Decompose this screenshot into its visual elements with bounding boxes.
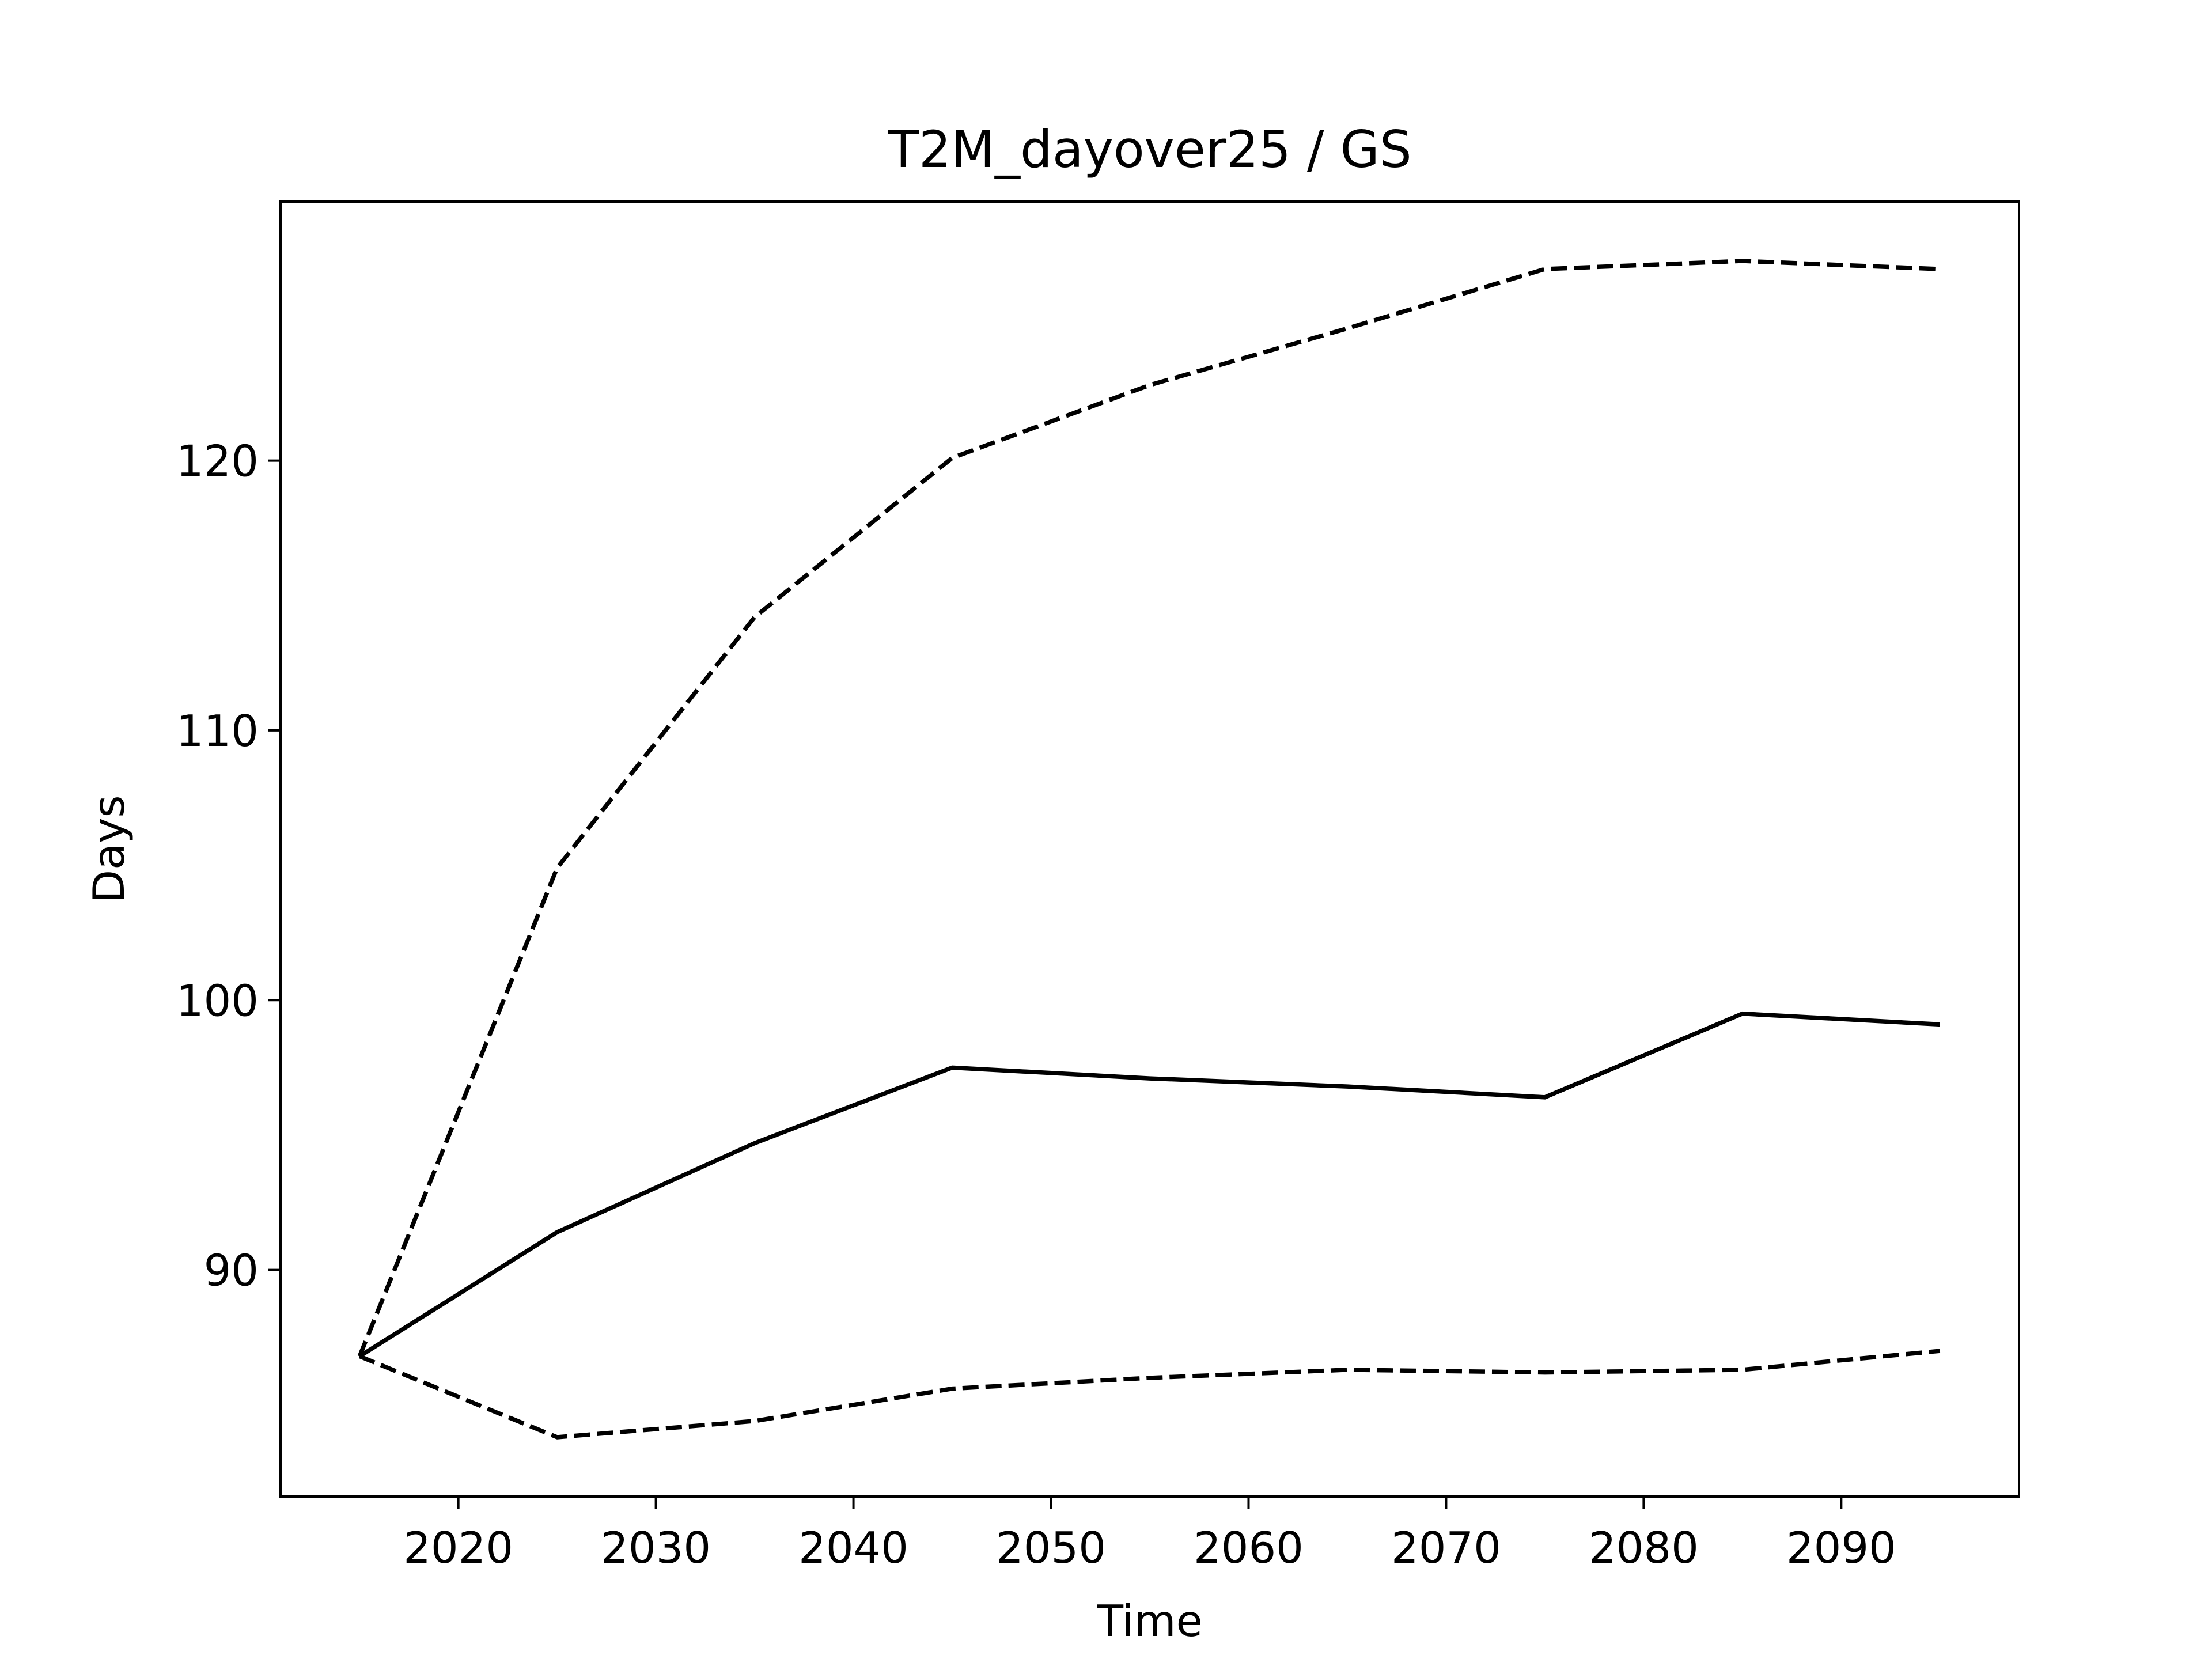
x-tick-label: 2040 [798,1522,908,1573]
y-tick-label: 90 [204,1245,259,1296]
x-tick-label: 2060 [1194,1522,1304,1573]
x-tick-label: 2020 [403,1522,513,1573]
chart-title: T2M_dayover25 / GS [887,120,1411,179]
y-axis-label: Days [84,795,134,903]
x-axis-label: Time [1096,1596,1203,1646]
x-tick-label: 2030 [601,1522,711,1573]
x-tick-label: 2070 [1391,1522,1501,1573]
line-series [357,259,1940,1357]
x-tick-label: 2090 [1786,1522,1896,1573]
x-tick-label: 2050 [996,1522,1106,1573]
plot-frame [279,200,2020,1498]
line-series [358,1349,1941,1440]
y-tick-label: 120 [176,436,259,487]
x-tick-label: 2080 [1589,1522,1699,1573]
line-series [358,1011,1941,1358]
y-tick-label: 110 [176,706,259,756]
y-tick-label: 100 [176,975,259,1026]
